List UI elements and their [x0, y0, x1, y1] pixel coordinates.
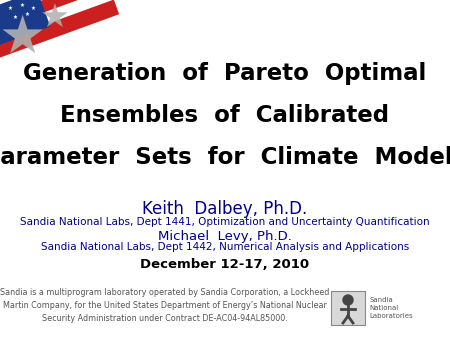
Text: ★: ★: [40, 1, 70, 34]
Text: ★: ★: [0, 12, 45, 64]
Text: ★: ★: [8, 5, 13, 10]
Text: Parameter  Sets  for  Climate  Models: Parameter Sets for Climate Models: [0, 146, 450, 169]
FancyBboxPatch shape: [331, 291, 365, 325]
Text: Sandia is a multiprogram laboratory operated by Sandia Corporation, a Lockheed
M: Sandia is a multiprogram laboratory oper…: [0, 288, 330, 323]
Text: Generation  of  Pareto  Optimal: Generation of Pareto Optimal: [23, 62, 427, 85]
Text: Sandia National Labs, Dept 1441, Optimization and Uncertainty Quantification: Sandia National Labs, Dept 1441, Optimiz…: [20, 217, 430, 227]
Text: Michael  Levy, Ph.D.: Michael Levy, Ph.D.: [158, 230, 292, 243]
Text: ★: ★: [31, 5, 36, 10]
Text: Sandia National Labs, Dept 1442, Numerical Analysis and Applications: Sandia National Labs, Dept 1442, Numeric…: [41, 242, 409, 252]
Text: ★: ★: [13, 15, 18, 20]
Text: Sandia
National
Laboratories: Sandia National Laboratories: [369, 297, 413, 319]
Polygon shape: [0, 0, 118, 30]
Text: ★: ★: [25, 11, 29, 17]
Polygon shape: [0, 0, 50, 45]
Polygon shape: [0, 0, 119, 59]
Text: ★: ★: [19, 2, 24, 7]
Circle shape: [343, 295, 353, 305]
Polygon shape: [0, 0, 119, 42]
Text: Keith  Dalbey, Ph.D.: Keith Dalbey, Ph.D.: [142, 200, 308, 218]
Text: December 12-17, 2010: December 12-17, 2010: [140, 258, 310, 271]
Text: Ensembles  of  Calibrated: Ensembles of Calibrated: [60, 104, 390, 127]
